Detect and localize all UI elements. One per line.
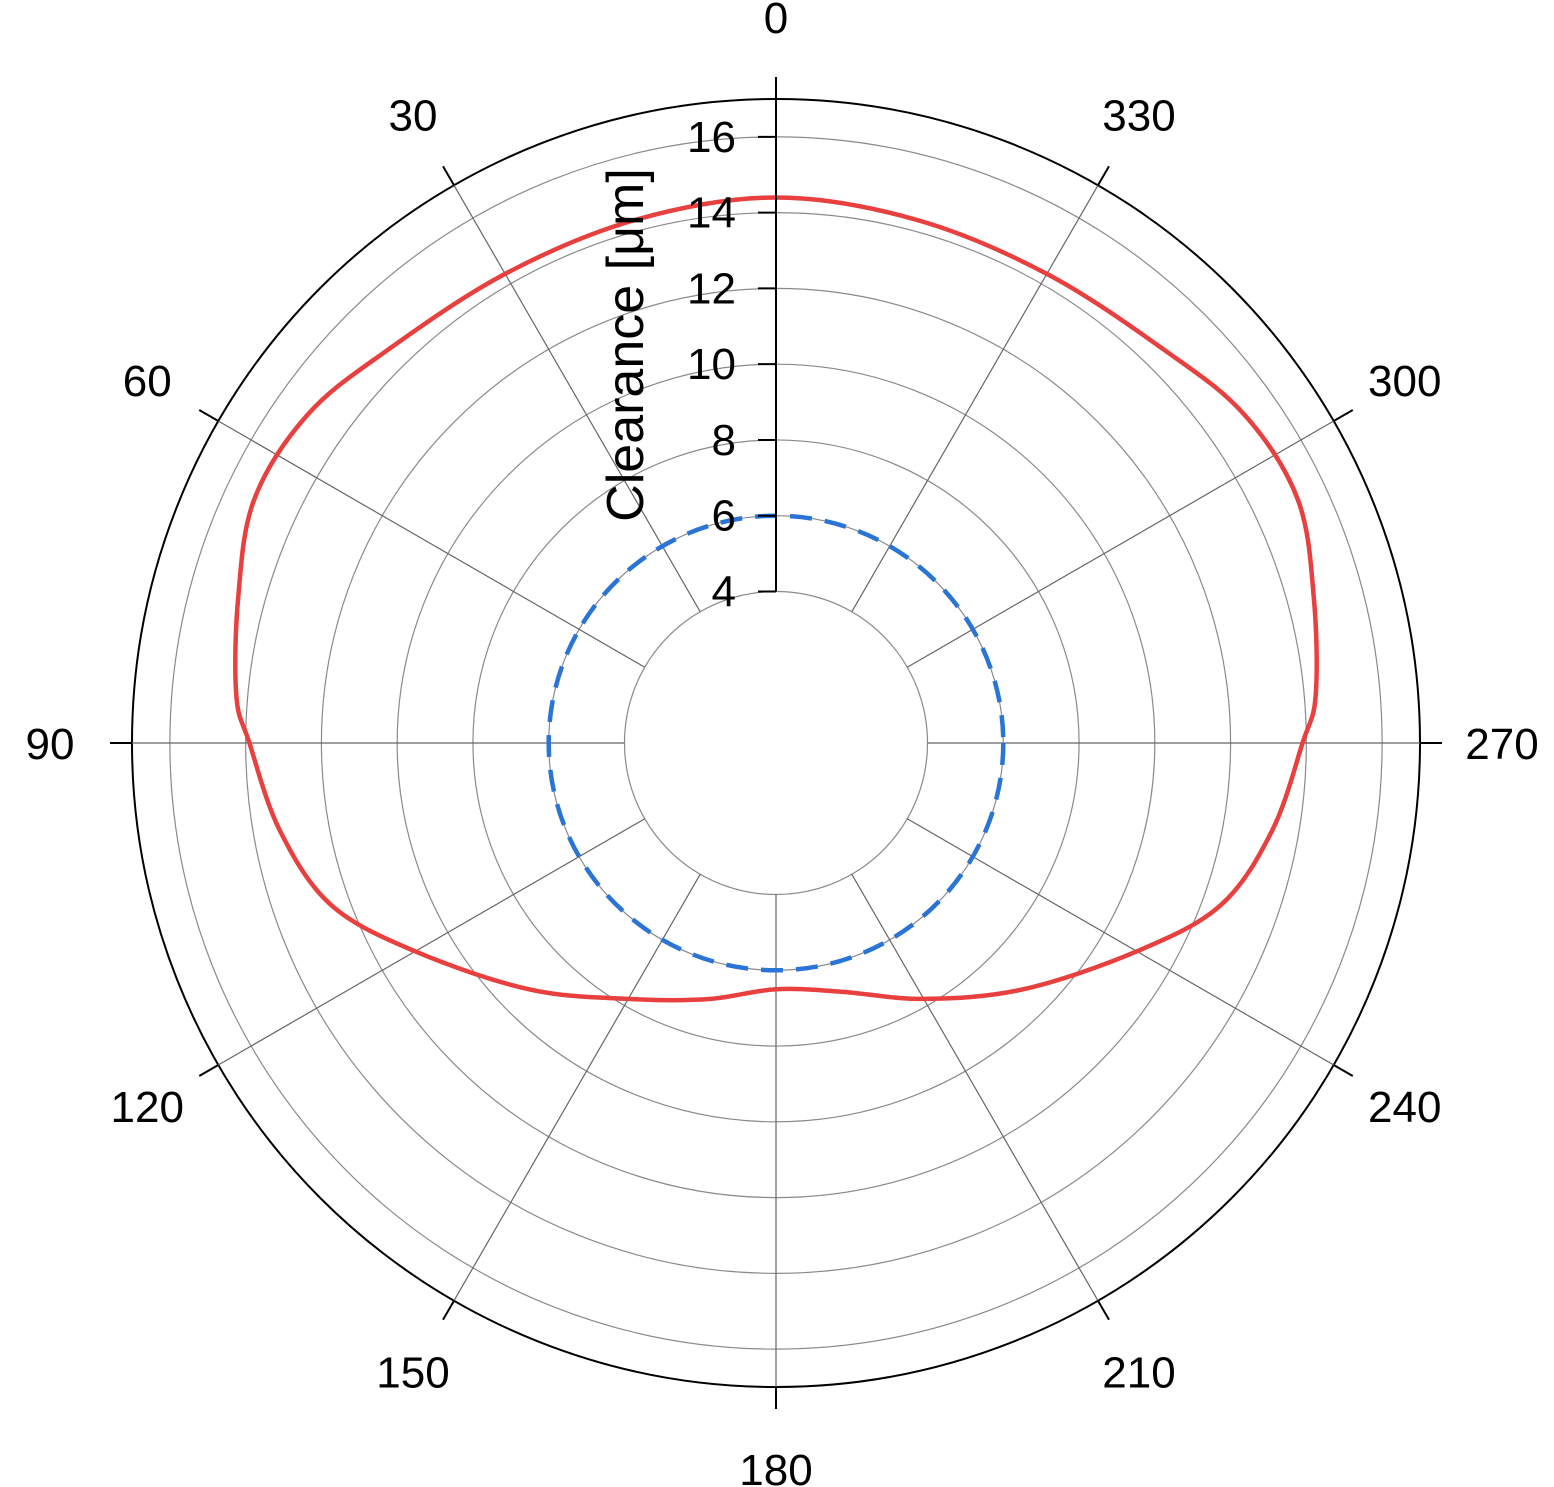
- angle-label-330: 330: [1102, 91, 1175, 140]
- angle-tick-150: [442, 1300, 455, 1321]
- angle-label-270: 270: [1465, 720, 1538, 769]
- radial-tick-label-8: 8: [712, 416, 736, 465]
- spoke-150: [453, 873, 701, 1302]
- spoke-30: [453, 184, 701, 613]
- spoke-60: [217, 420, 646, 668]
- series-0-line: [233, 195, 1319, 1003]
- spoke-120: [217, 818, 646, 1066]
- angle-label-150: 150: [376, 1349, 449, 1398]
- angle-label-210: 210: [1102, 1349, 1175, 1398]
- angle-tick-240: [1333, 1064, 1354, 1077]
- spoke-330: [851, 184, 1099, 613]
- radial-tick-label-4: 4: [712, 567, 736, 616]
- angle-label-120: 120: [111, 1083, 184, 1132]
- radial-axis-title: Clearance [μm]: [597, 168, 655, 522]
- angle-label-30: 30: [389, 91, 438, 140]
- angle-label-300: 300: [1368, 357, 1441, 406]
- spoke-240: [906, 818, 1335, 1066]
- angle-tick-330: [1097, 165, 1110, 186]
- angle-label-180: 180: [739, 1446, 812, 1487]
- angle-labels: 0 30 60 90 120 150 180 210 240 270 300 330: [26, 0, 1539, 1487]
- radial-tick-label-6: 6: [712, 492, 736, 541]
- angle-tick-60: [198, 409, 219, 422]
- grid-circle-4: [623, 590, 929, 896]
- angle-tick-120: [198, 1064, 219, 1077]
- angle-tick-210: [1097, 1300, 1110, 1321]
- angle-label-240: 240: [1368, 1083, 1441, 1132]
- spoke-300: [906, 420, 1335, 668]
- radial-tick-label-10: 10: [687, 340, 736, 389]
- angle-tick-30: [442, 165, 455, 186]
- radial-tick-label-16: 16: [687, 113, 736, 162]
- angle-label-0: 0: [764, 0, 788, 43]
- radial-axis: 4 6 8 10 12 14 16: [687, 99, 777, 616]
- spoke-210: [851, 873, 1099, 1302]
- angle-tick-300: [1333, 409, 1354, 422]
- radial-tick-label-12: 12: [687, 264, 736, 313]
- angle-label-60: 60: [123, 357, 172, 406]
- angle-label-90: 90: [26, 720, 75, 769]
- radial-tick-label-14: 14: [687, 189, 736, 238]
